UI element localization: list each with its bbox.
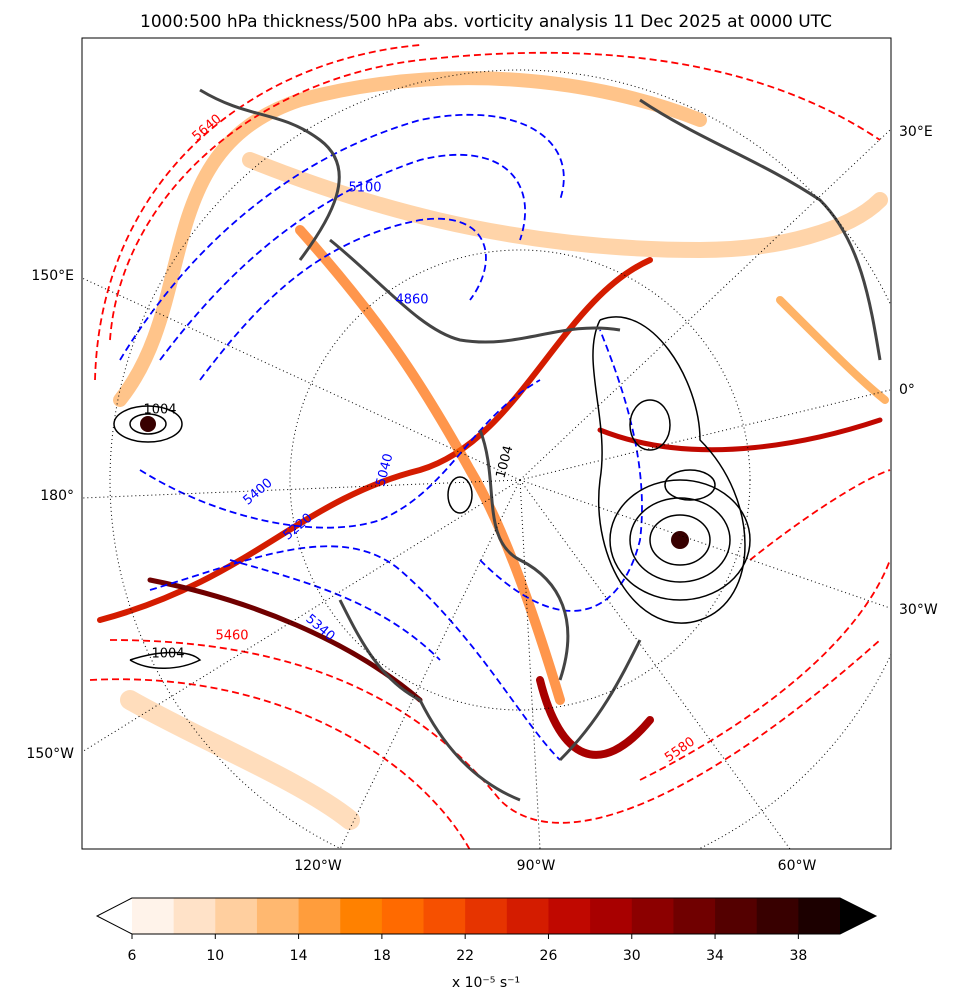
colorbar-segment: [340, 898, 383, 934]
vorticity-shading: [97, 71, 889, 830]
longitude-label: 150°W: [26, 746, 74, 762]
colorbar-tick-label: 18: [373, 948, 391, 964]
graticule: [82, 69, 891, 849]
contour-label: 1004: [151, 647, 184, 662]
colorbar-segment: [590, 898, 633, 934]
colorbar-segment: [465, 898, 508, 934]
colorbar-tick-label: 14: [290, 948, 308, 964]
contour-label: 5460: [215, 629, 248, 644]
thickness-contours-cold: [119, 113, 643, 761]
colorbar-segment: [215, 898, 258, 934]
map: 5640510048605400504052205340546055801004…: [82, 38, 891, 849]
colorbar-tick-label: 30: [623, 948, 641, 964]
longitude-label: 120°W: [294, 858, 342, 874]
contour-label: 5100: [348, 181, 381, 196]
colorbar-segment: [631, 898, 674, 934]
longitude-label: 90°W: [517, 858, 556, 874]
colorbar-under: [97, 898, 132, 934]
colorbar-segment: [673, 898, 716, 934]
longitude-label: 0°: [899, 382, 915, 398]
map-frame: [81, 37, 892, 850]
coastlines: [199, 88, 882, 802]
thickness-contours-warm: [89, 44, 891, 849]
colorbar-segment: [132, 898, 175, 934]
colorbar-tick-label: 22: [456, 948, 474, 964]
colorbar-tick-label: 26: [540, 948, 558, 964]
colorbar-segment: [548, 898, 591, 934]
colorbar-segment: [506, 898, 549, 934]
longitude-label: 30°E: [899, 124, 933, 140]
longitude-labels: 30°E 150°E 0° 180° 30°W 150°W 120°W 90°W 60°W: [26, 124, 937, 874]
title: 1000:500 hPa thickness/500 hPa abs. vort…: [140, 12, 832, 32]
colorbar-tick-label: 10: [206, 948, 224, 964]
colorbar-outline: [95, 897, 878, 935]
contour-label: 4860: [395, 293, 428, 308]
longitude-label: 30°W: [899, 602, 938, 618]
colorbar-label: x 10⁻⁵ s⁻¹: [452, 975, 520, 991]
colorbar-tick-label: 34: [706, 948, 724, 964]
colorbar-segment: [173, 898, 216, 934]
colorbar-over: [840, 898, 876, 934]
longitude-label: 60°W: [778, 858, 817, 874]
colorbar-segment: [298, 898, 341, 934]
colorbar-segment: [256, 898, 300, 934]
colorbar-tick-label: 6: [128, 948, 137, 964]
colorbar: 6 10 14 18 22 26 30 34 38 x 10⁻⁵ s⁻¹: [95, 897, 878, 991]
colorbar-segment: [715, 898, 758, 934]
longitude-label: 150°E: [31, 268, 74, 284]
colorbar-tick-label: 38: [789, 948, 807, 964]
colorbar-segment: [798, 898, 841, 934]
colorbar-segment: [756, 898, 799, 934]
pressure-contours: [113, 316, 751, 669]
longitude-label: 180°: [40, 488, 74, 504]
colorbar-segment: [423, 898, 466, 934]
colorbar-segment: [381, 898, 425, 934]
contour-label: 1004: [143, 403, 176, 418]
map-background: [82, 38, 891, 849]
